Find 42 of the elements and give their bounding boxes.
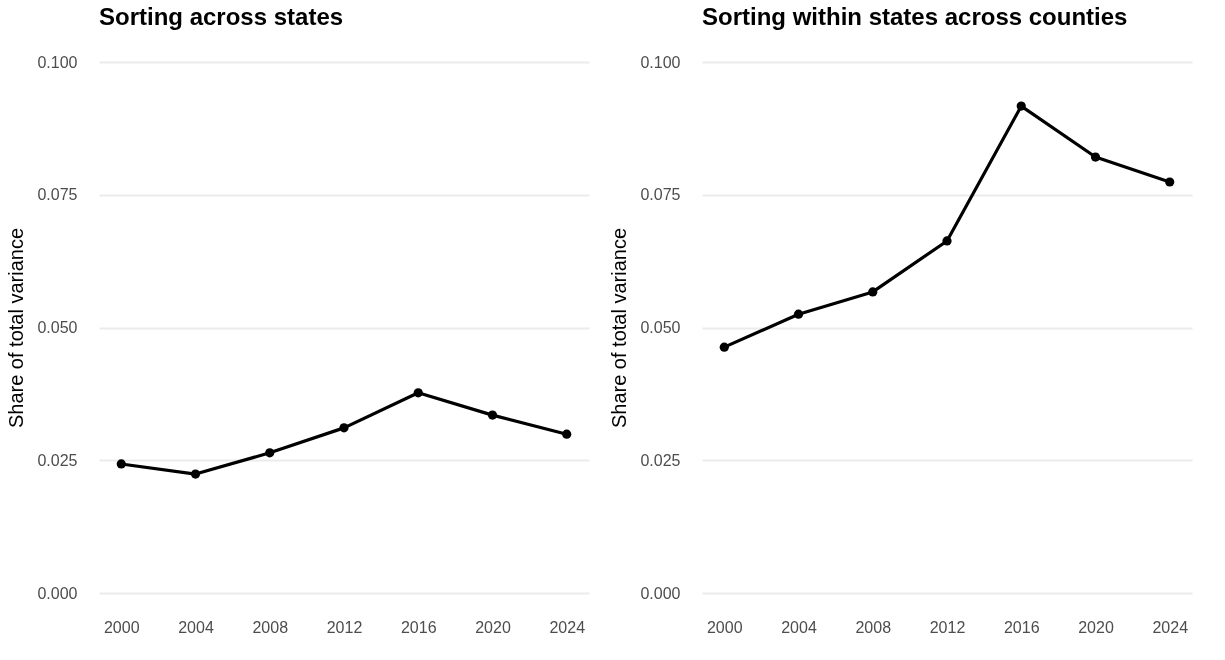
x-tick-label: 2016 — [1003, 618, 1040, 636]
x-tick-label: 2024 — [1152, 618, 1189, 636]
point — [190, 469, 201, 479]
x-tick-label: 2024 — [549, 618, 586, 636]
y-tick-label: 0.100 — [640, 53, 681, 71]
point — [116, 459, 126, 469]
x-tick-label: 2008 — [252, 618, 289, 636]
point — [1090, 152, 1101, 162]
point — [487, 410, 498, 420]
point — [339, 423, 349, 433]
x-tick-label: 2004 — [781, 618, 817, 636]
y-tick-label: 0.000 — [37, 584, 78, 602]
chart-title: Sorting across states — [99, 3, 344, 30]
point — [793, 309, 804, 319]
y-tick-label: 0.000 — [640, 584, 681, 602]
y-tick-label: 0.050 — [640, 319, 681, 336]
y-tick-label: 0.050 — [37, 319, 78, 336]
y-tick-label: 0.075 — [640, 186, 681, 204]
x-tick-label: 2020 — [475, 618, 511, 636]
x-tick-label: 2000 — [706, 618, 743, 636]
y-tick-label: 0.025 — [640, 451, 681, 469]
x-tick-label: 2016 — [400, 618, 437, 636]
y-tick-label: 0.100 — [37, 53, 78, 71]
point — [719, 342, 729, 352]
point — [265, 448, 275, 458]
point — [413, 388, 423, 398]
point — [942, 236, 952, 246]
x-tick-label: 2012 — [326, 618, 363, 636]
chart-title: Sorting within states across counties — [702, 3, 1128, 30]
point — [1165, 177, 1175, 187]
x-tick-label: 2008 — [855, 618, 892, 636]
point — [1016, 101, 1026, 111]
y-tick-label: 0.025 — [37, 451, 78, 469]
x-tick-label: 2000 — [103, 618, 140, 636]
point — [562, 429, 572, 439]
y-tick-label: 0.075 — [37, 186, 78, 204]
y-axis-title: Share of total variance — [5, 227, 28, 429]
x-tick-label: 2020 — [1078, 618, 1114, 636]
x-tick-label: 2012 — [929, 618, 966, 636]
y-axis-title: Share of total variance — [608, 227, 631, 429]
point — [868, 287, 878, 297]
x-tick-label: 2004 — [178, 618, 214, 636]
